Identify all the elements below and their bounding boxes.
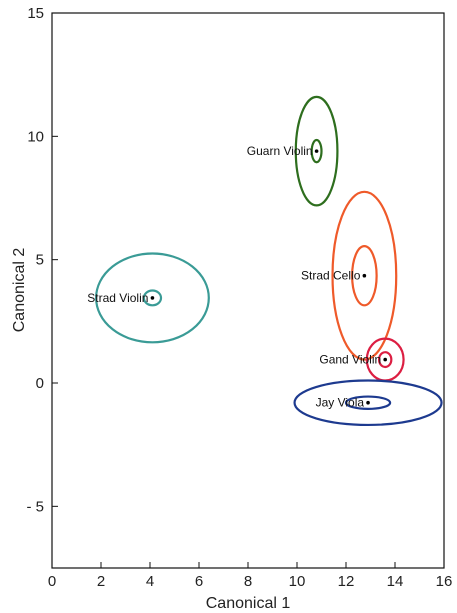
- group-strad-cello: Strad Cello: [301, 190, 398, 361]
- group-jay-viola: Jay Viola: [293, 379, 443, 427]
- centroid-point: [383, 357, 388, 362]
- outer-ellipse: [294, 95, 339, 207]
- inner-ellipse: [142, 289, 163, 307]
- x-tick-label: 2: [97, 573, 105, 590]
- centroid-point: [150, 296, 155, 300]
- y-axis: 15 10 5 0 - 5: [26, 5, 58, 515]
- x-tick-label: 16: [436, 573, 453, 590]
- outer-ellipse: [293, 379, 443, 427]
- x-tick-label: 10: [289, 573, 306, 590]
- group-label: Gand Violin: [319, 353, 381, 367]
- y-tick-label: 10: [27, 128, 44, 145]
- group-label: Strad Violin: [87, 291, 148, 305]
- x-axis-title: Canonical 1: [206, 595, 291, 612]
- x-tick-label: 4: [146, 573, 154, 590]
- group-label: Jay Viola: [316, 396, 365, 410]
- centroid-point: [314, 149, 319, 153]
- centroid-point: [366, 400, 370, 405]
- inner-ellipse: [377, 351, 393, 369]
- outer-ellipse: [94, 252, 210, 344]
- y-tick-label: 5: [36, 252, 44, 269]
- y-tick-label: - 5: [26, 498, 44, 515]
- y-axis-title: Canonical 2: [11, 248, 28, 333]
- group-gand-violin: Gand Violin: [319, 337, 405, 382]
- y-tick-label: 0: [36, 375, 44, 392]
- inner-ellipse: [310, 138, 323, 164]
- y-tick-label: 15: [27, 5, 44, 22]
- outer-ellipse: [331, 190, 398, 361]
- centroid-point: [362, 273, 367, 278]
- group-label: Guarn Violin: [247, 144, 313, 158]
- group-guarn-violin: Guarn Violin: [247, 95, 339, 207]
- group-ellipses: Guarn Violin Strad Cello Strad Violin Gand …: [87, 95, 443, 427]
- inner-ellipse: [344, 395, 392, 411]
- x-axis: 0 2 4 6 8 10 12 14 16: [48, 562, 453, 590]
- x-tick-label: 0: [48, 573, 56, 590]
- group-strad-violin: Strad Violin: [87, 252, 210, 344]
- group-label: Strad Cello: [301, 269, 361, 283]
- inner-ellipse: [351, 245, 378, 307]
- x-tick-label: 8: [244, 573, 252, 590]
- x-tick-label: 14: [387, 573, 404, 590]
- x-tick-label: 12: [338, 573, 355, 590]
- x-tick-label: 6: [195, 573, 203, 590]
